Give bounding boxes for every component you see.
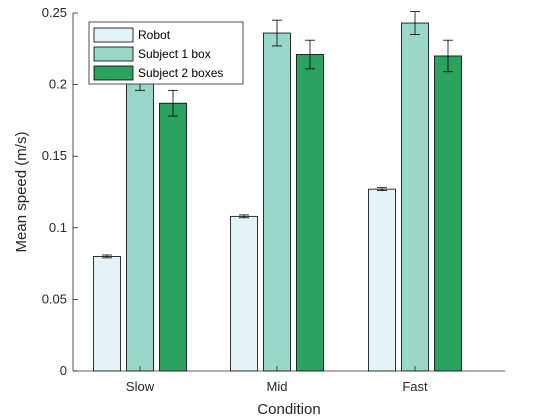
legend-label-1: Robot <box>138 28 171 42</box>
error-bar-fast-series-2 <box>410 11 420 35</box>
y-tick-label: 0.25 <box>42 5 67 20</box>
bar-mid-series-2 <box>263 32 291 372</box>
legend-label-3: Subject 2 boxes <box>138 66 223 80</box>
y-tick-label: 0.05 <box>42 291 67 306</box>
x-tick-label-mid: Mid <box>267 379 288 394</box>
y-axis-title: Mean speed (m/s) <box>13 132 30 253</box>
legend-swatch-3 <box>93 65 134 81</box>
bar-fast-series-2 <box>401 22 429 372</box>
legend: Robot Subject 1 box Subject 2 boxes <box>88 21 244 85</box>
legend-swatch-1 <box>93 27 134 43</box>
x-tick-label-fast: Fast <box>402 379 428 394</box>
bar-fast-series-1 <box>368 188 396 372</box>
x-tick-label-slow: Slow <box>126 379 155 394</box>
error-bar-fast-series-3 <box>443 39 453 73</box>
legend-label-2: Subject 1 box <box>138 47 211 61</box>
error-bar-mid-series-2 <box>272 19 282 47</box>
bars-layer <box>93 22 462 372</box>
x-axis-title: Condition <box>257 401 320 418</box>
bar-mid-series-3 <box>296 54 324 372</box>
error-bar-mid-series-3 <box>305 39 315 70</box>
y-tick-label: 0.15 <box>42 148 67 163</box>
legend-swatch-2 <box>93 46 134 62</box>
y-tick-label: 0.2 <box>49 77 67 92</box>
bar-slow-series-1 <box>93 256 121 372</box>
bar-slow-series-3 <box>159 102 187 372</box>
error-bar-fast-series-1 <box>377 187 387 191</box>
y-tick-label: 0.1 <box>49 220 67 235</box>
bar-mid-series-1 <box>230 215 258 372</box>
bar-slow-series-2 <box>126 78 154 372</box>
y-tick-label: 0 <box>60 363 67 378</box>
error-bar-mid-series-1 <box>239 214 249 219</box>
error-bar-slow-series-3 <box>168 89 178 117</box>
error-bars-layer <box>102 11 453 259</box>
axes-layer: 0 0.05 0.1 0.15 0.2 0.25 Slow Mid Fast Condition M… <box>13 5 505 418</box>
error-bar-slow-series-1 <box>102 254 112 259</box>
bar-fast-series-3 <box>434 55 462 372</box>
